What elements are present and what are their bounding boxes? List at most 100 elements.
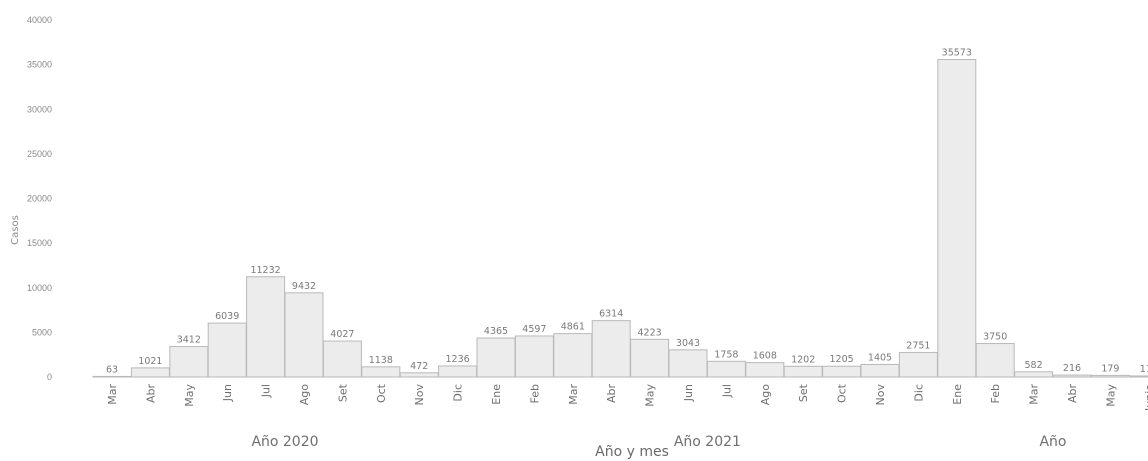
data-label: 4861 bbox=[561, 322, 585, 333]
x-tick-label: Mar bbox=[1028, 384, 1041, 405]
bar bbox=[591, 320, 631, 378]
x-tick-label: Junio bbox=[1143, 384, 1148, 412]
y-tick-label: 40000 bbox=[27, 15, 52, 25]
data-label: 3412 bbox=[177, 335, 201, 346]
data-labels: 63 1021 3412 6039 11232 9432 4027 1138 472 1236 43… bbox=[106, 48, 1148, 376]
y-tick-label: 15000 bbox=[27, 238, 52, 248]
data-label: 1758 bbox=[714, 349, 738, 360]
bar bbox=[399, 372, 439, 378]
bar bbox=[1090, 374, 1130, 378]
bar bbox=[630, 338, 670, 378]
data-label: 1236 bbox=[446, 354, 470, 365]
data-label: 179 bbox=[1101, 363, 1119, 374]
x-tick-label: Nov bbox=[413, 384, 426, 406]
data-label: 4027 bbox=[330, 329, 354, 340]
data-label: 472 bbox=[410, 361, 428, 372]
x-tick-label: Mar bbox=[567, 384, 580, 405]
x-tick-label: Oct bbox=[375, 383, 388, 403]
data-label: 1205 bbox=[830, 354, 854, 365]
y-tick-label: 35000 bbox=[27, 60, 52, 70]
x-tick-label: Abr bbox=[144, 384, 157, 404]
year-group-label: Año 2021 bbox=[674, 434, 741, 450]
y-tick-label: 5000 bbox=[32, 327, 52, 337]
data-label: 1138 bbox=[369, 355, 393, 366]
bar bbox=[706, 360, 746, 378]
x-tick-label: Set bbox=[336, 383, 349, 402]
x-tick-label: Abr bbox=[605, 384, 618, 404]
data-label: 63 bbox=[106, 364, 118, 375]
x-tick-label: Dic bbox=[452, 384, 465, 402]
x-axis-year-groups: Año 2020 Año 2021 Año bbox=[251, 434, 1066, 450]
bar bbox=[1014, 371, 1054, 378]
x-tick-label: Jul bbox=[720, 384, 733, 398]
x-tick-label: Jun bbox=[682, 384, 695, 402]
bar bbox=[553, 333, 593, 378]
y-tick-label: 0 bbox=[47, 372, 52, 382]
data-label: 1202 bbox=[791, 354, 815, 365]
data-label: 4223 bbox=[638, 327, 662, 338]
x-tick-label: Ene bbox=[490, 384, 503, 405]
bar bbox=[207, 322, 247, 378]
bar bbox=[322, 340, 362, 378]
x-tick-label: May bbox=[644, 384, 657, 407]
bars bbox=[92, 59, 1148, 378]
bar bbox=[284, 292, 324, 378]
x-axis-title: Año y mes bbox=[595, 444, 669, 460]
bar bbox=[438, 365, 478, 378]
data-label: 1021 bbox=[138, 356, 162, 367]
bar bbox=[1052, 374, 1092, 378]
data-label: 6039 bbox=[215, 311, 239, 322]
bar bbox=[514, 335, 554, 378]
y-tick-label: 25000 bbox=[27, 149, 52, 159]
bar bbox=[975, 343, 1015, 378]
bar bbox=[476, 337, 516, 378]
x-tick-label: Oct bbox=[836, 383, 849, 403]
data-label: 4597 bbox=[522, 324, 546, 335]
x-tick-label: May bbox=[183, 384, 196, 407]
bar bbox=[745, 362, 785, 378]
bar bbox=[130, 367, 170, 378]
data-label: 9432 bbox=[292, 281, 316, 292]
x-tick-label: Ene bbox=[951, 384, 964, 405]
x-tick-label: May bbox=[1104, 384, 1117, 407]
y-tick-label: 10000 bbox=[27, 283, 52, 293]
bar bbox=[937, 59, 977, 378]
x-tick-label: Abr bbox=[1066, 384, 1079, 404]
year-group-label: Año 2020 bbox=[251, 434, 318, 450]
bar bbox=[169, 346, 209, 378]
data-label: 1608 bbox=[753, 351, 777, 362]
bar bbox=[822, 365, 862, 378]
data-label: 582 bbox=[1025, 360, 1043, 371]
data-label: 1405 bbox=[868, 352, 892, 363]
x-tick-label: Ago bbox=[298, 384, 311, 406]
bar bbox=[668, 349, 708, 378]
y-tick-label: 20000 bbox=[27, 194, 52, 204]
bar bbox=[361, 366, 401, 378]
x-tick-label: Feb bbox=[528, 384, 541, 403]
y-tick-label: 30000 bbox=[27, 104, 52, 114]
data-label: 2751 bbox=[906, 340, 930, 351]
bar bbox=[1129, 375, 1148, 378]
data-label: 119 bbox=[1140, 364, 1148, 375]
data-label: 3750 bbox=[983, 332, 1007, 343]
data-label: 4365 bbox=[484, 326, 508, 337]
x-tick-label: Ago bbox=[759, 384, 772, 406]
data-label: 11232 bbox=[250, 265, 280, 276]
x-tick-label: Jul bbox=[260, 384, 273, 398]
y-axis-ticks: 0 5000 10000 15000 20000 25000 30000 35000 40000 bbox=[27, 15, 52, 382]
x-tick-label: Dic bbox=[912, 384, 925, 402]
x-axis-categories: Mar Abr May Jun Jul Ago Set Oct Nov Dic Ene Feb Mar A… bbox=[106, 383, 1148, 412]
bar bbox=[860, 363, 900, 378]
bar bbox=[246, 276, 286, 378]
x-tick-label: Feb bbox=[989, 384, 1002, 403]
x-tick-label: Mar bbox=[106, 384, 119, 405]
y-axis-title: Casos bbox=[10, 215, 21, 245]
data-label: 6314 bbox=[599, 309, 623, 320]
x-tick-label: Jun bbox=[221, 384, 234, 402]
x-tick-label: Set bbox=[797, 383, 810, 402]
data-label: 216 bbox=[1063, 363, 1081, 374]
data-label: 3043 bbox=[676, 338, 700, 349]
x-tick-label: Nov bbox=[874, 384, 887, 406]
data-label: 35573 bbox=[942, 48, 972, 59]
